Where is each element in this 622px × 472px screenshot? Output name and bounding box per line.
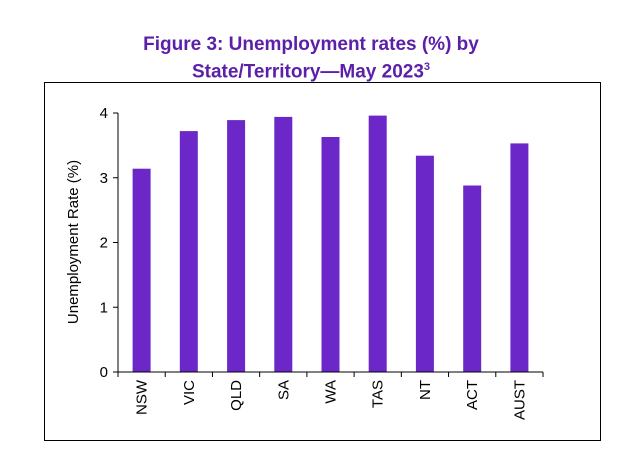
bar-act <box>463 185 482 372</box>
title-footnote: 3 <box>423 61 431 73</box>
y-tick-label: 2 <box>100 235 108 252</box>
bar-wa <box>321 137 340 372</box>
x-tick-label-vic: VIC <box>181 380 198 405</box>
x-tick-label-qld: QLD <box>228 380 245 411</box>
bar-vic <box>179 131 198 372</box>
x-tick-label-act: ACT <box>464 380 481 410</box>
y-tick-label: 1 <box>100 299 108 316</box>
chart-title-line1: Figure 3: Unemployment rates (%) by <box>143 34 479 55</box>
y-tick-label: 0 <box>100 364 108 381</box>
bar-sa <box>274 116 293 373</box>
y-axis-label: Unemployment Rate (%) <box>65 160 82 324</box>
x-tick-label-sa: SA <box>275 380 292 400</box>
x-tick-label-nsw: NSW <box>134 379 151 415</box>
chart-title-line2: State/Territory—May 2023 <box>191 61 424 83</box>
bar-nt <box>415 155 434 372</box>
bar-qld <box>227 120 246 372</box>
x-tick-label-nt: NT <box>417 380 434 400</box>
axes-group: 0 1 2 3 4 NSW VIC QLD SA WA TAS NT ACT AUST <box>100 105 544 420</box>
chart-frame <box>44 82 601 441</box>
x-tick-label-tas: TAS <box>370 380 387 408</box>
bar-tas <box>368 115 387 372</box>
bar-nsw <box>132 168 151 372</box>
x-tick-label-aust: AUST <box>511 380 528 420</box>
bars-group <box>132 115 529 373</box>
x-tick-label-wa: WA <box>323 380 340 404</box>
y-tick-label: 4 <box>100 105 108 122</box>
bar-aust <box>510 143 529 372</box>
y-tick-label: 3 <box>100 170 108 187</box>
chart-title-line2-wrap: State/Territory—May 20233 <box>0 56 622 83</box>
chart-title: Figure 3: Unemployment rates (%) by Stat… <box>0 34 622 83</box>
